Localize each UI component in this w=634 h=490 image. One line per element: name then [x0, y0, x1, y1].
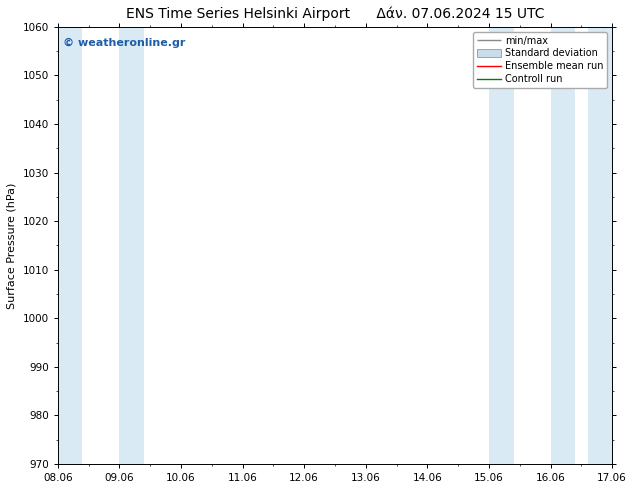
Bar — [119, 27, 144, 464]
Text: © weatheronline.gr: © weatheronline.gr — [63, 38, 186, 48]
Y-axis label: Surface Pressure (hPa): Surface Pressure (hPa) — [7, 182, 17, 309]
Bar — [489, 27, 514, 464]
Title: ENS Time Series Helsinki Airport      Δάν. 07.06.2024 15 UTC: ENS Time Series Helsinki Airport Δάν. 07… — [126, 7, 544, 22]
Bar — [588, 27, 612, 464]
Bar — [550, 27, 575, 464]
Bar — [58, 27, 82, 464]
Legend: min/max, Standard deviation, Ensemble mean run, Controll run: min/max, Standard deviation, Ensemble me… — [473, 32, 607, 88]
